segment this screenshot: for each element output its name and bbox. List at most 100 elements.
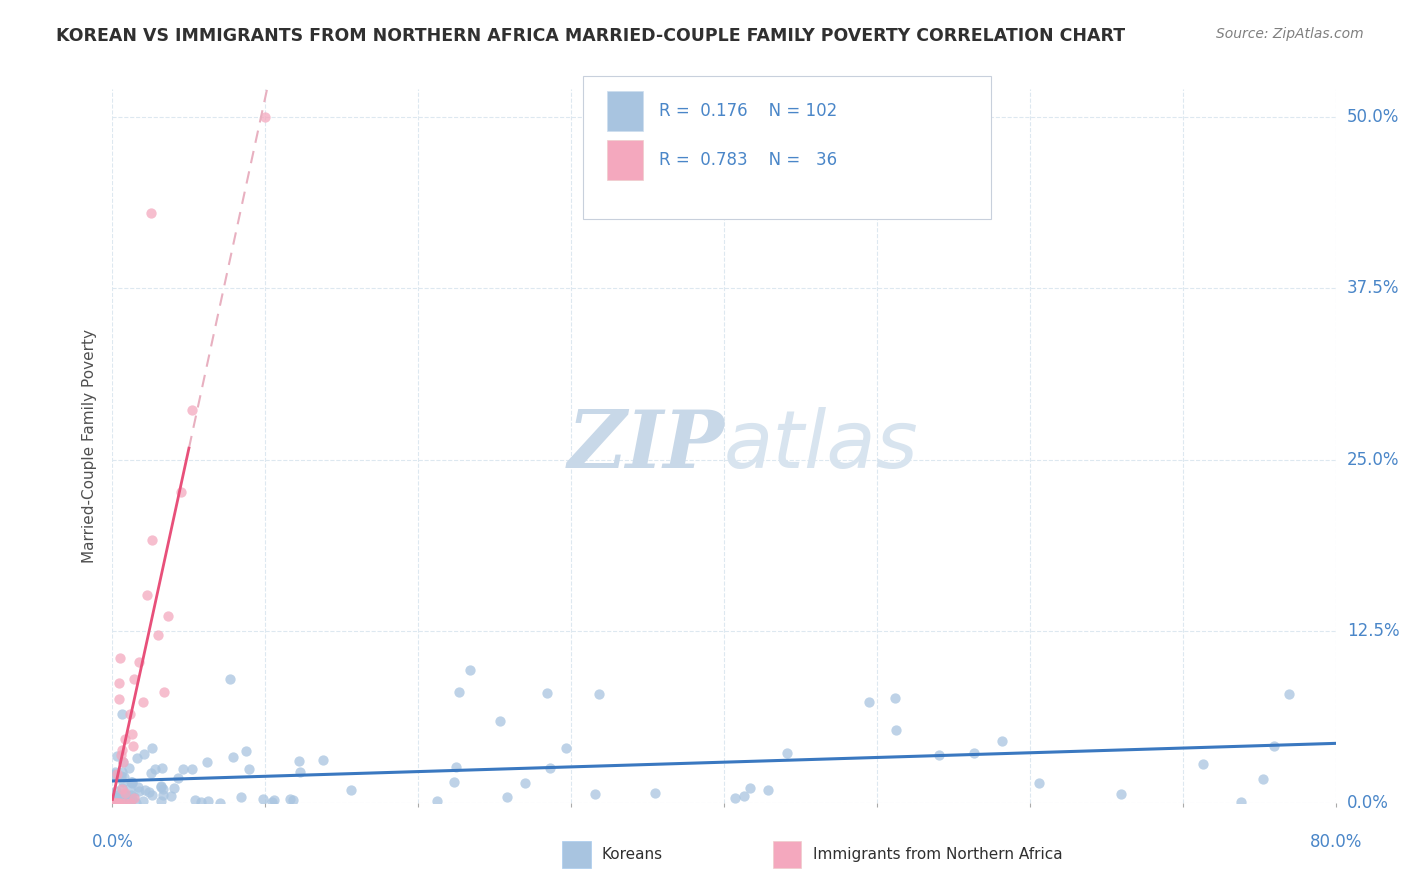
Text: 0.0%: 0.0% (91, 833, 134, 851)
Point (195, 756, 218, 770)
Point (132, 794, 155, 808)
Point (111, 782, 134, 797)
Point (588, 687, 610, 701)
Point (122, 791, 145, 805)
Point (278, 791, 301, 805)
Point (121, 775, 143, 789)
Point (110, 769, 132, 783)
Point (108, 691, 131, 706)
Text: R =  0.783    N =   36: R = 0.783 N = 36 (659, 151, 838, 169)
Point (132, 747, 155, 761)
Point (122, 739, 145, 753)
Point (260, 795, 283, 809)
Point (118, 761, 141, 775)
Text: 0.0%: 0.0% (1347, 794, 1389, 812)
Point (103, 796, 125, 810)
Point (962, 746, 984, 760)
Point (122, 673, 145, 687)
Point (141, 788, 163, 802)
Text: 80.0%: 80.0% (1309, 833, 1362, 851)
Point (111, 780, 134, 795)
Point (152, 788, 174, 802)
Point (104, 791, 127, 805)
Text: 37.5%: 37.5% (1347, 279, 1399, 297)
Point (136, 589, 159, 603)
Point (733, 789, 755, 803)
Y-axis label: Married-Couple Family Poverty: Married-Couple Family Poverty (82, 329, 97, 563)
Point (883, 691, 905, 706)
Point (114, 786, 136, 800)
Text: 25.0%: 25.0% (1347, 450, 1399, 468)
Text: ZIP: ZIP (567, 408, 724, 484)
Point (150, 794, 173, 808)
Point (143, 762, 166, 776)
Point (1278, 686, 1301, 700)
Point (1263, 739, 1285, 754)
Point (149, 779, 172, 793)
Point (112, 755, 135, 769)
Point (125, 751, 148, 765)
Point (111, 756, 134, 770)
Point (1191, 756, 1213, 771)
Point (235, 744, 257, 758)
Point (103, 796, 125, 810)
Point (644, 786, 666, 800)
Point (110, 706, 132, 721)
Point (107, 796, 129, 810)
Point (163, 781, 186, 796)
Point (172, 763, 194, 777)
Point (990, 733, 1012, 747)
Point (152, 781, 174, 796)
Point (114, 796, 136, 810)
Point (128, 655, 150, 669)
Point (107, 749, 129, 764)
Point (150, 761, 173, 775)
Point (209, 796, 232, 810)
Point (122, 790, 145, 805)
Point (114, 787, 136, 801)
Point (197, 794, 219, 808)
Point (110, 747, 132, 762)
Point (928, 747, 950, 762)
Point (1251, 772, 1274, 787)
Text: KOREAN VS IMMIGRANTS FROM NORTHERN AFRICA MARRIED-COUPLE FAMILY POVERTY CORRELAT: KOREAN VS IMMIGRANTS FROM NORTHERN AFRIC… (56, 27, 1125, 45)
Point (229, 790, 252, 805)
Point (111, 742, 134, 756)
Point (219, 672, 242, 686)
Point (141, 741, 163, 756)
Point (288, 765, 311, 780)
Point (252, 791, 274, 805)
Point (104, 796, 127, 810)
Point (103, 766, 125, 780)
Point (190, 795, 212, 809)
Point (105, 766, 128, 780)
Point (156, 609, 179, 624)
Point (263, 792, 285, 806)
Point (426, 794, 449, 808)
Point (139, 766, 162, 780)
Point (159, 789, 181, 803)
Point (110, 796, 132, 810)
Point (153, 685, 176, 699)
Point (103, 796, 125, 810)
Point (1230, 795, 1253, 809)
Point (108, 789, 131, 804)
Point (107, 788, 129, 802)
Point (776, 747, 799, 761)
Point (184, 793, 207, 807)
Point (738, 781, 761, 796)
Point (141, 533, 163, 547)
Text: atlas: atlas (724, 407, 920, 485)
Point (222, 750, 245, 764)
Point (583, 787, 606, 801)
Point (112, 793, 135, 807)
Text: Immigrants from Northern Africa: Immigrants from Northern Africa (813, 847, 1063, 862)
Text: Source: ZipAtlas.com: Source: ZipAtlas.com (1216, 27, 1364, 41)
Point (134, 782, 156, 797)
Point (112, 775, 135, 789)
Point (536, 686, 558, 700)
Point (288, 754, 311, 768)
Point (121, 792, 143, 806)
Point (554, 741, 576, 756)
Point (884, 723, 907, 738)
